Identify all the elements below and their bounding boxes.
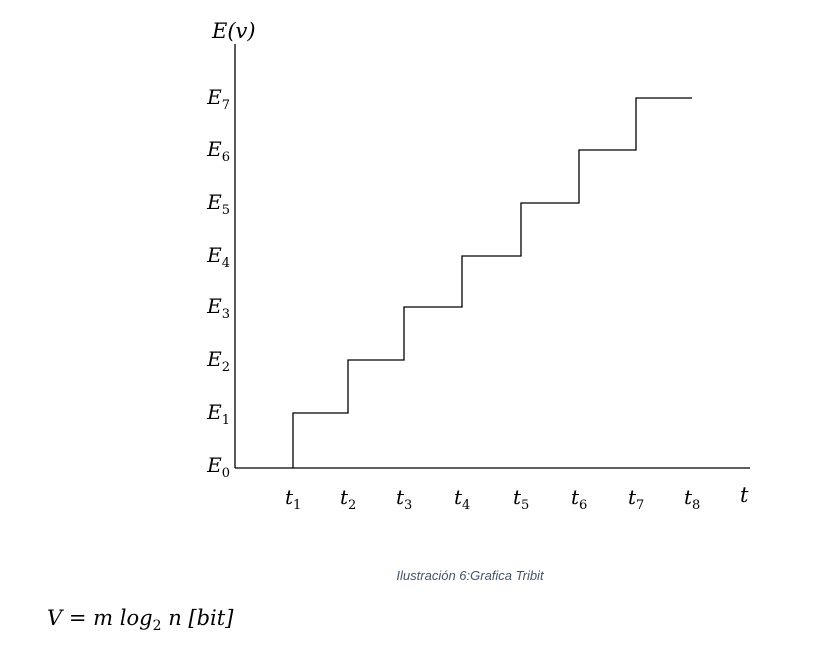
level-label-2-base: E bbox=[206, 347, 222, 371]
time-label-6-subscript: 6 bbox=[579, 498, 587, 513]
level-label-1: E1 bbox=[206, 400, 230, 428]
level-label-7: E7 bbox=[206, 85, 230, 113]
time-label-6-base: t bbox=[571, 485, 580, 509]
level-label-4-base: E bbox=[206, 243, 222, 267]
level-label-6-subscript: 6 bbox=[222, 150, 230, 165]
formula-m: m bbox=[93, 606, 114, 630]
x-axis-label: t bbox=[740, 483, 749, 507]
level-label-7-subscript: 7 bbox=[222, 98, 230, 113]
level-label-3-subscript: 3 bbox=[222, 307, 230, 322]
formula-equals: = bbox=[68, 606, 87, 630]
time-label-3-base: t bbox=[396, 485, 405, 509]
time-label-5: t5 bbox=[513, 485, 529, 513]
level-label-5-subscript: 5 bbox=[222, 203, 230, 218]
level-label-2: E2 bbox=[206, 347, 230, 375]
level-label-6: E6 bbox=[206, 137, 230, 165]
time-labels: t1 t2 t3 t4 t5 t6 t7 t8 bbox=[285, 485, 700, 513]
formula-log-base: 2 bbox=[152, 618, 162, 635]
time-label-2: t2 bbox=[340, 485, 356, 513]
level-label-6-base: E bbox=[206, 137, 222, 161]
formula-log: log bbox=[119, 606, 153, 630]
time-label-1-base: t bbox=[285, 485, 294, 509]
time-label-1-subscript: 1 bbox=[293, 498, 301, 513]
time-label-4-subscript: 4 bbox=[462, 498, 470, 513]
level-label-5: E5 bbox=[206, 190, 230, 218]
time-label-2-base: t bbox=[340, 485, 349, 509]
time-label-3: t3 bbox=[396, 485, 412, 513]
time-label-8: t8 bbox=[684, 485, 700, 513]
time-label-8-subscript: 8 bbox=[692, 498, 700, 513]
time-label-5-base: t bbox=[513, 485, 522, 509]
y-axis-label: E(v) bbox=[211, 19, 256, 43]
level-label-4-subscript: 4 bbox=[222, 256, 230, 271]
formula-lhs: V bbox=[47, 606, 63, 630]
figure-caption: Ilustración 6:Grafica Tribit bbox=[0, 568, 822, 583]
level-label-1-subscript: 1 bbox=[222, 413, 230, 428]
time-label-2-subscript: 2 bbox=[348, 498, 356, 513]
caption-text: Ilustración 6:Grafica Tribit bbox=[396, 568, 544, 583]
level-label-7-base: E bbox=[206, 85, 222, 109]
level-label-3-base: E bbox=[206, 294, 222, 318]
time-label-1: t1 bbox=[285, 485, 301, 513]
time-label-6: t6 bbox=[571, 485, 587, 513]
level-label-0-base: E bbox=[206, 453, 222, 477]
level-label-0: E0 bbox=[206, 453, 230, 481]
formula-unit: [bit] bbox=[188, 606, 234, 630]
time-label-7-base: t bbox=[628, 485, 637, 509]
level-label-3: E3 bbox=[206, 294, 230, 322]
time-label-5-subscript: 5 bbox=[521, 498, 529, 513]
level-label-0-subscript: 0 bbox=[222, 466, 230, 481]
level-label-1-base: E bbox=[206, 400, 222, 424]
formula-n: n bbox=[168, 606, 182, 630]
time-label-4-base: t bbox=[454, 485, 463, 509]
time-label-8-base: t bbox=[684, 485, 693, 509]
formula: V = m log2 n [bit] bbox=[47, 606, 233, 634]
level-label-4: E4 bbox=[206, 243, 230, 271]
level-label-2-subscript: 2 bbox=[222, 360, 230, 375]
level-label-5-base: E bbox=[206, 190, 222, 214]
staircase-line bbox=[292, 97, 692, 468]
time-label-4: t4 bbox=[454, 485, 470, 513]
time-label-7-subscript: 7 bbox=[636, 498, 644, 513]
time-label-3-subscript: 3 bbox=[404, 498, 412, 513]
time-label-7: t7 bbox=[628, 485, 644, 513]
